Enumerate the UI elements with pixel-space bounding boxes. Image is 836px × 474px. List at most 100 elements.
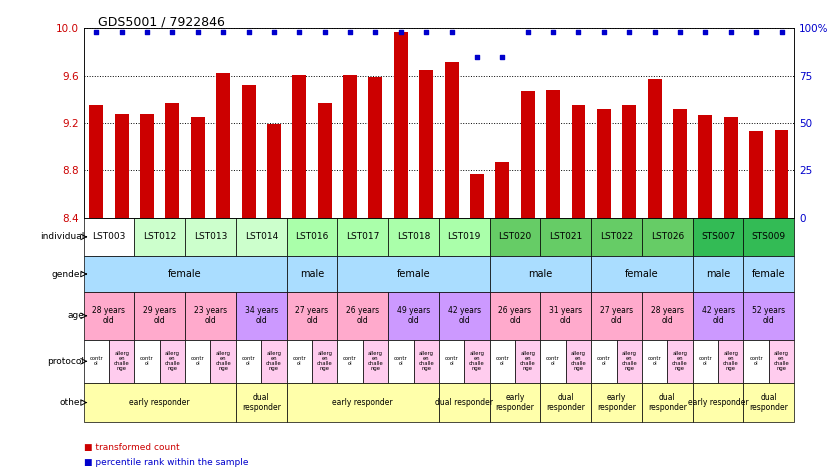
Point: [445, 28, 458, 36]
Bar: [338, 292, 388, 340]
Bar: [84, 292, 135, 340]
Bar: [84, 218, 135, 256]
Text: age: age: [67, 311, 84, 320]
Bar: [515, 340, 540, 383]
Bar: [236, 340, 261, 383]
Bar: [693, 292, 743, 340]
Text: 27 years
old: 27 years old: [295, 307, 329, 325]
Bar: [312, 340, 338, 383]
Bar: [616, 340, 642, 383]
Point: [89, 28, 103, 36]
Text: allerg
en
challe
nge: allerg en challe nge: [114, 351, 130, 371]
Bar: [566, 340, 591, 383]
Bar: [591, 218, 642, 256]
Bar: [464, 340, 490, 383]
Text: female: female: [168, 269, 202, 279]
Text: ■ percentile rank within the sample: ■ percentile rank within the sample: [84, 458, 248, 467]
Bar: [439, 383, 490, 422]
Text: dual responder: dual responder: [436, 398, 493, 407]
Point: [191, 28, 205, 36]
Bar: [496, 162, 509, 218]
Text: early
responder: early responder: [597, 393, 636, 412]
Text: LST021: LST021: [549, 232, 583, 241]
Bar: [769, 340, 794, 383]
Bar: [419, 70, 433, 218]
Point: [775, 28, 788, 36]
Bar: [724, 117, 737, 218]
Text: dual
responder: dual responder: [749, 393, 788, 412]
Text: contr
ol: contr ol: [242, 356, 256, 366]
Bar: [591, 383, 642, 422]
Text: 26 years
old: 26 years old: [498, 307, 532, 325]
Bar: [84, 383, 236, 422]
Text: gender: gender: [52, 270, 84, 279]
Text: dual
responder: dual responder: [547, 393, 585, 412]
Bar: [185, 292, 236, 340]
Bar: [572, 105, 585, 218]
Bar: [673, 109, 687, 218]
Bar: [743, 383, 794, 422]
Bar: [546, 90, 560, 218]
Bar: [84, 256, 287, 292]
Bar: [743, 292, 794, 340]
Text: early
responder: early responder: [496, 393, 534, 412]
Point: [648, 28, 661, 36]
Text: LST013: LST013: [194, 232, 227, 241]
Bar: [521, 91, 535, 218]
Text: LST012: LST012: [143, 232, 176, 241]
Bar: [109, 340, 135, 383]
Bar: [693, 383, 743, 422]
Bar: [135, 218, 185, 256]
Text: contr
ol: contr ol: [749, 356, 763, 366]
Bar: [166, 103, 180, 218]
Bar: [267, 124, 281, 218]
Bar: [667, 340, 693, 383]
Point: [724, 28, 737, 36]
Text: allerg
en
challe
nge: allerg en challe nge: [317, 351, 333, 371]
Text: LST020: LST020: [498, 232, 532, 241]
Bar: [343, 74, 357, 218]
Bar: [749, 131, 763, 218]
Text: 34 years
old: 34 years old: [245, 307, 278, 325]
Bar: [490, 256, 591, 292]
Text: allerg
en
challe
nge: allerg en challe nge: [571, 351, 586, 371]
Text: contr
ol: contr ol: [344, 356, 357, 366]
Text: individual: individual: [40, 232, 84, 241]
Point: [344, 28, 357, 36]
Text: contr
ol: contr ol: [89, 356, 103, 366]
Point: [471, 53, 484, 61]
Text: allerg
en
challe
nge: allerg en challe nge: [520, 351, 536, 371]
Bar: [540, 292, 591, 340]
Bar: [185, 340, 211, 383]
Bar: [338, 256, 490, 292]
Text: 42 years
old: 42 years old: [448, 307, 481, 325]
Bar: [287, 292, 338, 340]
Text: allerg
en
challe
nge: allerg en challe nge: [418, 351, 434, 371]
Text: contr
ol: contr ol: [546, 356, 560, 366]
Bar: [338, 218, 388, 256]
Bar: [369, 77, 382, 218]
Point: [217, 28, 230, 36]
Bar: [287, 383, 439, 422]
Bar: [388, 218, 439, 256]
Text: LST026: LST026: [650, 232, 684, 241]
Text: 28 years
old: 28 years old: [93, 307, 125, 325]
Bar: [191, 117, 205, 218]
Text: contr
ol: contr ol: [293, 356, 306, 366]
Point: [673, 28, 686, 36]
Point: [318, 28, 331, 36]
Text: 27 years
old: 27 years old: [600, 307, 633, 325]
Bar: [261, 340, 287, 383]
Bar: [287, 340, 312, 383]
Text: allerg
en
challe
nge: allerg en challe nge: [216, 351, 231, 371]
Text: allerg
en
challe
nge: allerg en challe nge: [773, 351, 789, 371]
Bar: [338, 340, 363, 383]
Bar: [439, 340, 464, 383]
Bar: [388, 340, 414, 383]
Bar: [388, 292, 439, 340]
Bar: [642, 218, 693, 256]
Bar: [743, 256, 794, 292]
Bar: [242, 85, 256, 218]
Bar: [236, 218, 287, 256]
Bar: [293, 74, 306, 218]
